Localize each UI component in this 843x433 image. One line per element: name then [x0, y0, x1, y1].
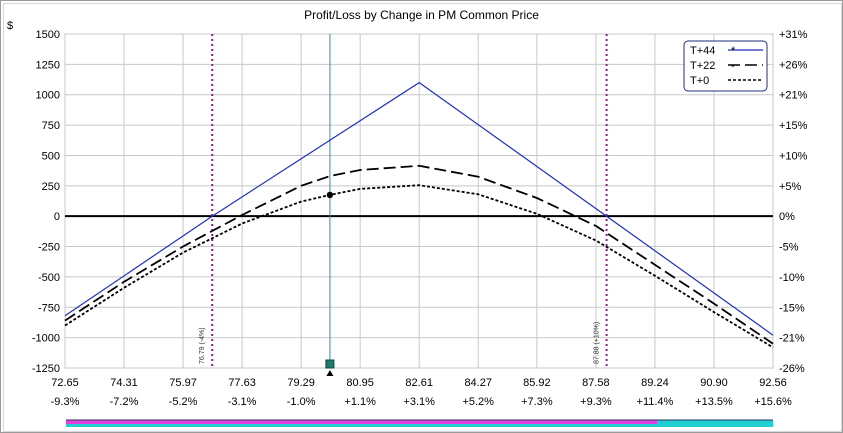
price-range-bar[interactable] — [66, 419, 773, 427]
series-line-tplus22 — [64, 164, 774, 345]
break-even-label: 87.88 (+10%) — [594, 322, 601, 364]
y-tick-label: 1250 — [36, 59, 60, 71]
legend-label: T+22 — [690, 60, 715, 72]
x2-tick-label: +15.6% — [754, 396, 792, 408]
current-price-handle — [325, 359, 335, 369]
y-tick-label: -250 — [38, 242, 60, 254]
x2-tick-label: -5.2% — [169, 396, 198, 408]
current-price-pointer — [326, 370, 334, 376]
y2-tick-label: +21% — [779, 90, 808, 102]
x2-tick-label: +9.3% — [580, 396, 612, 408]
legend[interactable]: T+44 * T+22 - T+0 — [683, 40, 768, 92]
x2-tick-label: -7.2% — [110, 396, 139, 408]
legend-label: T+44 — [690, 45, 715, 57]
current-value-dot — [326, 191, 334, 199]
x-tick-label: 80.95 — [346, 377, 374, 389]
legend-sample-mark: - — [731, 60, 735, 72]
range-bar-fill — [66, 420, 657, 424]
x-tick-label: 77.63 — [228, 377, 256, 389]
chart-frame-inner — [3, 3, 842, 432]
y-tick-label: 500 — [42, 150, 60, 162]
y-tick-label: -1250 — [32, 363, 60, 375]
y-tick-label: 750 — [42, 120, 60, 132]
legend-box — [683, 40, 768, 92]
y2-tick-label: +10% — [779, 150, 808, 162]
x-tick-label: 74.31 — [110, 377, 138, 389]
y2-tick-label: 0% — [779, 211, 795, 223]
y-axis-unit-label: $ — [7, 20, 14, 32]
y2-tick-label: +26% — [779, 59, 808, 71]
axes: 1500 +31% 1250 +26% 1000 +21% 750 +15% 500 +10% 25… — [32, 29, 808, 408]
y-tick-label: -1000 — [32, 333, 60, 345]
y2-tick-label: -21% — [779, 333, 805, 345]
break-even-label: 76.79 (-4%) — [199, 327, 206, 364]
x2-tick-label: -3.1% — [228, 396, 257, 408]
x2-tick-label: +7.3% — [521, 396, 553, 408]
y-tick-label: 1500 — [36, 29, 60, 41]
y2-tick-label: -5% — [779, 242, 799, 254]
x-tick-label: 72.65 — [51, 377, 79, 389]
chart-title: Profit/Loss by Change in PM Common Price — [304, 8, 539, 22]
y2-tick-label: +15% — [779, 120, 808, 132]
series-layer: 76.79 (-4%) 87.88 (+10%) — [64, 34, 774, 376]
y2-tick-label: +31% — [779, 29, 808, 41]
y-tick-label: -500 — [38, 272, 60, 284]
y2-tick-label: -26% — [779, 363, 805, 375]
y2-tick-label: -10% — [779, 272, 805, 284]
x-tick-label: 85.92 — [523, 377, 551, 389]
series-line-tplus44 — [64, 81, 774, 336]
x-tick-label: 90.90 — [700, 377, 728, 389]
y-tick-label: 1000 — [36, 90, 60, 102]
y2-tick-label: +5% — [779, 181, 802, 193]
x-tick-label: 89.24 — [641, 377, 669, 389]
x-tick-label: 82.61 — [405, 377, 433, 389]
x-tick-label: 87.58 — [582, 377, 610, 389]
x2-tick-label: +1.1% — [344, 396, 376, 408]
y-tick-label: -750 — [38, 302, 60, 314]
y-tick-label: 0 — [54, 211, 60, 223]
x-tick-label: 79.29 — [287, 377, 315, 389]
x-tick-label: 92.56 — [759, 377, 787, 389]
series-line-tplus0 — [64, 184, 774, 349]
x-tick-label: 84.27 — [464, 377, 492, 389]
grid — [64, 33, 774, 369]
legend-label: T+0 — [690, 75, 709, 87]
x2-tick-label: +11.4% — [637, 396, 674, 408]
x2-tick-label: +5.2% — [462, 396, 494, 408]
x2-tick-label: +13.5% — [695, 396, 733, 408]
legend-sample-mark: * — [731, 45, 736, 57]
y2-tick-label: -15% — [779, 302, 805, 314]
x2-tick-label: -1.0% — [287, 396, 316, 408]
y-tick-label: 250 — [42, 181, 60, 193]
x2-tick-label: -9.3% — [51, 396, 80, 408]
x2-tick-label: +3.1% — [403, 396, 435, 408]
x-tick-label: 75.97 — [169, 377, 197, 389]
